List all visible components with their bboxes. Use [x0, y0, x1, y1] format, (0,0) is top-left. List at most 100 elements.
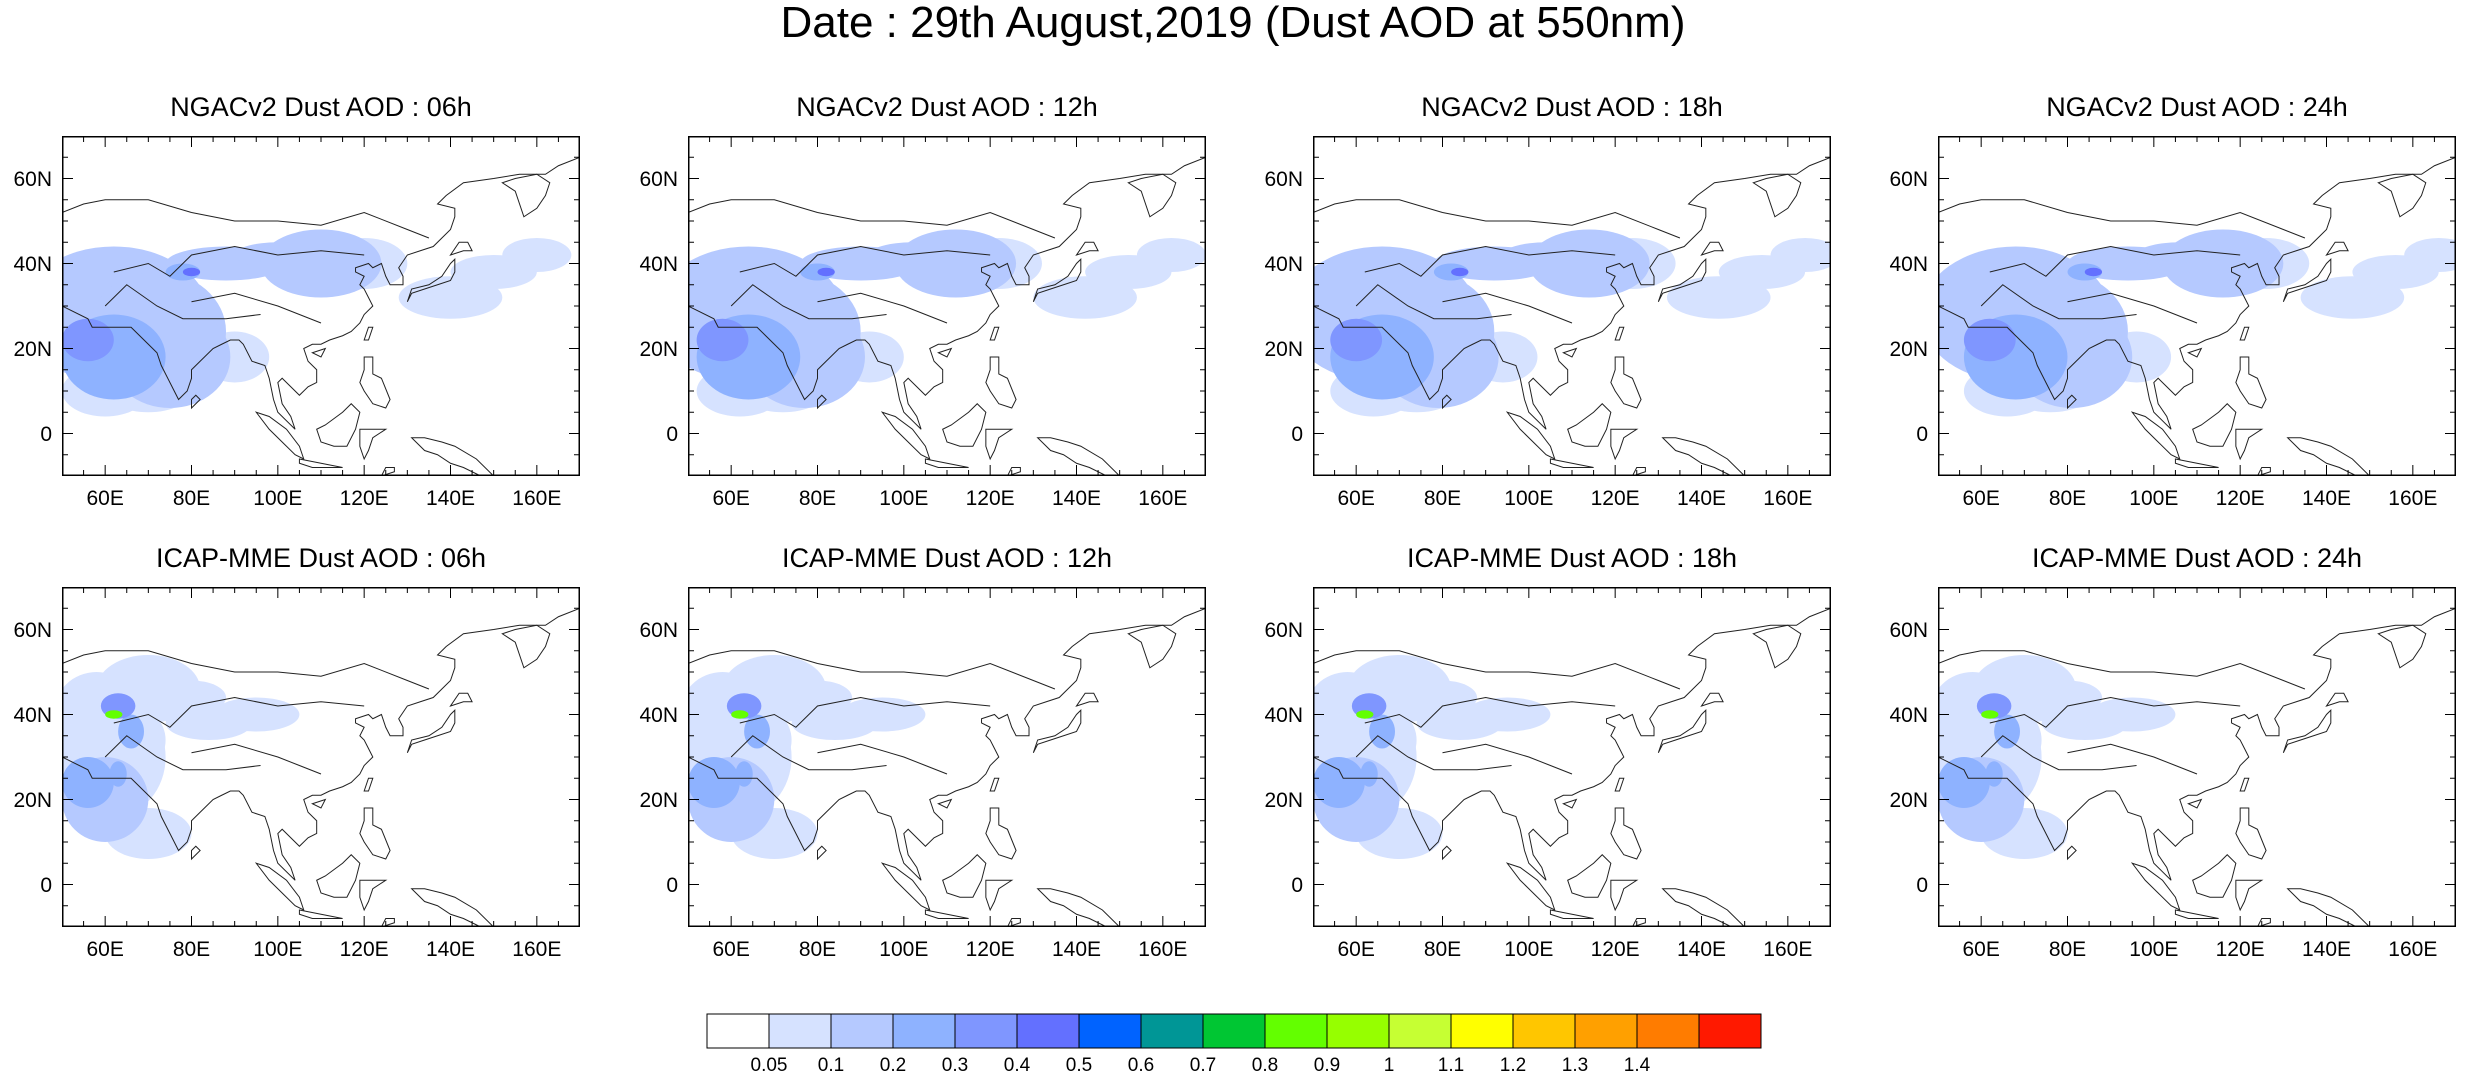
aod-field-patch — [182, 267, 201, 277]
lon-tick-label: 60E — [1337, 487, 1375, 510]
lon-tick-label: 80E — [798, 938, 837, 961]
aod-field-patch — [1369, 714, 1396, 749]
island-outline — [1505, 862, 1556, 911]
island-outline — [2256, 918, 2271, 927]
colorbar-bin — [892, 1013, 956, 1049]
panel-title: ICAP-MME Dust AOD : 06h — [155, 543, 487, 573]
lat-tick-label: 40N — [1889, 252, 1928, 276]
colorbar-label: 0.2 — [879, 1055, 907, 1076]
island-outline — [501, 173, 551, 218]
lon-tick-label: 60E — [712, 938, 750, 961]
aod-field-patch — [817, 267, 835, 277]
island-outline — [359, 356, 391, 409]
island-outline — [1614, 326, 1625, 341]
panel-title: NGACv2 Dust AOD : 12h — [796, 92, 1098, 122]
colorbar-bin — [1450, 1013, 1514, 1049]
coastline — [62, 650, 430, 690]
lat-tick-label: 0 — [1291, 873, 1303, 897]
island-outline — [2192, 403, 2237, 447]
island-outline — [2325, 241, 2349, 256]
colorbar-bin — [1016, 1013, 1080, 1049]
aod-field-patch — [839, 697, 926, 732]
island-outline — [1505, 411, 1556, 460]
map-panel — [62, 587, 580, 927]
aod-field-patch — [1528, 229, 1650, 298]
lat-tick-label: 60N — [639, 618, 678, 642]
aod-field-patch — [1464, 697, 1551, 732]
island-outline — [985, 356, 1017, 409]
island-outline — [2256, 467, 2271, 476]
aod-field-patch — [2089, 697, 2176, 732]
lat-tick-label: 0 — [1291, 422, 1303, 446]
island-outline — [2130, 411, 2181, 460]
coastline — [1938, 650, 2306, 690]
colorbar-bin — [954, 1013, 1018, 1049]
page-title: Date : 29th August,2019 (Dust AOD at 550… — [780, 0, 1686, 47]
lat-tick-label: 40N — [639, 703, 678, 727]
island-outline — [406, 709, 456, 753]
panel-title: NGACv2 Dust AOD : 18h — [1421, 92, 1723, 122]
lon-tick-label: 140E — [425, 938, 476, 961]
island-outline — [2377, 624, 2427, 669]
island-outline — [501, 624, 551, 669]
island-outline — [1614, 777, 1625, 792]
colorbar-bin — [1140, 1013, 1204, 1049]
island-outline — [1075, 241, 1099, 256]
colorbar-bin — [768, 1013, 832, 1049]
lon-tick-label: 140E — [1676, 487, 1727, 510]
island-outline — [2282, 709, 2332, 753]
coastline — [730, 284, 887, 320]
lon-tick-label: 120E — [965, 938, 1015, 961]
aod-field-patch — [260, 229, 382, 298]
coastline — [1980, 284, 2137, 320]
island-outline — [1752, 624, 1802, 669]
aod-field-patch — [1985, 761, 2003, 787]
coastline — [1442, 292, 1573, 324]
island-outline — [1562, 347, 1578, 358]
island-outline — [2325, 692, 2349, 707]
island-outline — [989, 326, 1000, 341]
island-outline — [2174, 909, 2219, 919]
island-outline — [985, 879, 1014, 912]
lon-tick-label: 160E — [1138, 938, 1188, 961]
coastline — [62, 199, 430, 239]
lat-tick-label: 60N — [1264, 167, 1303, 191]
panel-title: ICAP-MME Dust AOD : 18h — [1406, 543, 1738, 573]
coastline — [191, 292, 322, 324]
island-outline — [942, 854, 987, 898]
aod-field-patch — [1981, 710, 1999, 719]
lon-tick-label: 80E — [798, 487, 837, 510]
coastline — [1989, 696, 2241, 728]
lon-tick-label: 60E — [1962, 487, 2000, 510]
island-outline — [410, 888, 495, 927]
lat-tick-label: 20N — [639, 788, 678, 812]
colorbar-label: 0.8 — [1251, 1055, 1279, 1076]
island-outline — [1700, 692, 1724, 707]
lon-tick-label: 120E — [1590, 938, 1640, 961]
colorbar-bin — [1698, 1013, 1762, 1049]
aod-field-patch — [1994, 714, 2021, 749]
aod-field-patch — [213, 697, 300, 732]
island-outline — [1032, 258, 1082, 302]
coastline — [191, 743, 322, 775]
island-outline — [254, 411, 305, 460]
lat-tick-label: 60N — [13, 618, 52, 642]
lon-tick-label: 100E — [879, 487, 929, 510]
map-panel — [1938, 136, 2456, 476]
coastline — [688, 650, 1056, 690]
island-outline — [191, 394, 201, 410]
lat-tick-label: 20N — [1889, 337, 1928, 361]
island-outline — [1442, 845, 1452, 861]
map-panel — [62, 136, 580, 476]
lat-tick-label: 20N — [13, 788, 52, 812]
aod-field-patch — [105, 710, 123, 719]
island-outline — [359, 879, 388, 912]
colorbar-label: 1.1 — [1437, 1055, 1465, 1076]
colorbar-bin — [1574, 1013, 1638, 1049]
island-outline — [2187, 798, 2203, 809]
aod-field-patch — [1356, 710, 1374, 719]
island-outline — [380, 918, 395, 927]
coastline — [817, 743, 948, 775]
island-outline — [1567, 854, 1612, 898]
